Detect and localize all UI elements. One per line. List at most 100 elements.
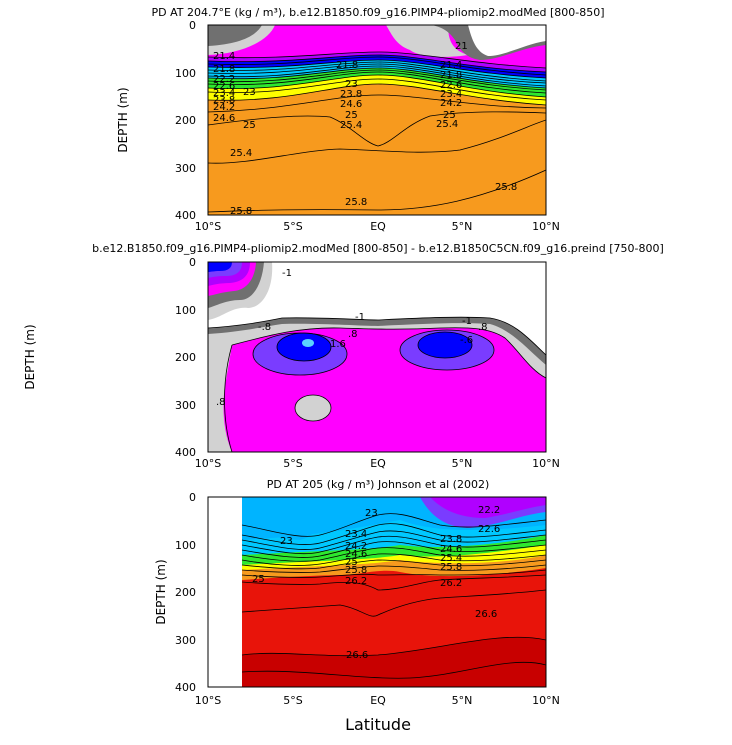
y-tick-label: 200 <box>175 586 196 599</box>
y-tick-label: 300 <box>175 399 196 412</box>
core-south-cyan <box>302 339 314 347</box>
panel-1: PD AT 204.7°E (kg / m³), b.e12.B1850.f09… <box>116 6 605 233</box>
panel-3-title: PD AT 205 (kg / m³) Johnson et al (2002) <box>267 478 490 491</box>
contour-label: 25.4 <box>440 553 462 564</box>
contour-label: 22.2 <box>478 505 500 516</box>
contour-label: 24.6 <box>345 549 367 560</box>
contour-label: 25 <box>345 557 358 568</box>
x-tick-label: 10°N <box>532 220 560 233</box>
panel-2-x-ticks: 10°S 5°S EQ 5°N 10°N <box>195 457 560 470</box>
y-tick-label: 200 <box>175 351 196 364</box>
panel-2-y-axis-label: DEPTH (m) <box>23 324 37 389</box>
contour-label: 21.4 <box>213 51 235 62</box>
contour-label: 23.4 <box>440 89 462 100</box>
contour-label: 25.8 <box>495 182 517 193</box>
y-tick-label: 0 <box>189 491 196 504</box>
x-tick-label: 5°S <box>283 220 302 233</box>
panel-1-y-ticks: 0 100 200 300 400 <box>175 19 196 222</box>
x-tick-label: 5°N <box>452 694 473 707</box>
panel-2-plot-area: -1 -.8 .8 1.6 -.6 -1 -1 .8 .8 <box>208 262 546 452</box>
contour-label: 21.4 <box>440 60 462 71</box>
contour-lines <box>208 51 546 213</box>
contour-label: 26.6 <box>346 650 368 661</box>
contour-label: 25.8 <box>230 206 252 217</box>
x-tick-label: EQ <box>370 457 386 470</box>
y-tick-label: 200 <box>175 114 196 127</box>
patch-gray-center <box>386 25 468 57</box>
x-tick-label: 5°S <box>283 457 302 470</box>
contour-label: 23 <box>365 508 378 519</box>
contour-label: 24.6 <box>440 544 462 555</box>
contour-label: 26.2 <box>440 578 462 589</box>
contour-label: 21.8 <box>336 60 358 71</box>
contour-label: 21.8 <box>440 70 462 81</box>
panel-1-y-axis-label: DEPTH (m) <box>116 87 130 152</box>
x-tick-label: 10°S <box>195 694 221 707</box>
contour-label: 1.6 <box>330 339 346 350</box>
contour-label: 23.8 <box>340 89 362 100</box>
panel-3-frame <box>207 496 547 688</box>
x-axis-label: Latitude <box>345 715 411 734</box>
contour-label: 26.6 <box>475 609 497 620</box>
contour-label: 25.4 <box>436 119 458 130</box>
contour-label: 24.2 <box>213 102 235 113</box>
contour-label: 23 <box>243 87 256 98</box>
y-tick-label: 300 <box>175 634 196 647</box>
contour-label: .8 <box>478 322 488 333</box>
contour-label: 25 <box>252 574 265 585</box>
x-tick-label: 10°S <box>195 457 221 470</box>
contour-label: 25 <box>345 110 358 121</box>
contour-label: .8 <box>348 329 358 340</box>
panel-3-y-axis-label: DEPTH (m) <box>154 559 168 624</box>
x-tick-label: 10°S <box>195 220 221 233</box>
contour-labels: 21.4 21 21.8 22.2 22.6 23 23.4 23.8 24.2… <box>213 41 517 217</box>
contour-label: 24.2 <box>345 541 367 552</box>
panel-1-plot-area: 21.4 21 21.8 22.2 22.6 23 23.4 23.8 24.2… <box>208 25 546 217</box>
contour-label: 24.6 <box>340 99 362 110</box>
contour-label: 23 <box>345 79 358 90</box>
contour-label: -.8 <box>258 322 271 333</box>
y-tick-label: 0 <box>189 256 196 269</box>
y-tick-label: 100 <box>175 304 196 317</box>
panel-2-frame <box>207 261 547 453</box>
x-tick-label: 5°N <box>452 457 473 470</box>
panel-3-y-ticks: 0 100 200 300 400 <box>175 491 196 694</box>
contour-label: -1 <box>462 316 472 327</box>
contour-label: -.6 <box>460 335 473 346</box>
patch-white-top-right <box>468 25 546 56</box>
contour-label: 25.8 <box>440 562 462 573</box>
y-tick-label: 100 <box>175 539 196 552</box>
patch-darkgray-top-left <box>208 25 262 46</box>
contour-label: 22.6 <box>440 80 462 91</box>
contour-labels: -1 -.8 .8 1.6 -.6 -1 -1 .8 .8 <box>216 268 488 408</box>
contour-lines <box>241 513 546 679</box>
contour-label: 24.2 <box>440 98 462 109</box>
contour-label: 22.6 <box>213 81 235 92</box>
contour-label: .8 <box>216 397 226 408</box>
contour-label: 22.6 <box>478 524 500 535</box>
contour-label: 21.8 <box>213 64 235 75</box>
contour-label: 25 <box>443 110 456 121</box>
panel-3-plot-area: 22.2 22.6 23 23 23.4 24.2 24.6 25 25.8 2… <box>208 497 546 687</box>
x-tick-label: 5°S <box>283 694 302 707</box>
panel-3-x-ticks: 10°S 5°S EQ 5°N 10°N <box>195 694 560 707</box>
panel-1-title: PD AT 204.7°E (kg / m³), b.e12.B1850.f09… <box>151 6 604 19</box>
panel-1-frame <box>207 24 547 216</box>
panel-3: PD AT 205 (kg / m³) Johnson et al (2002) <box>154 478 560 734</box>
contour-label: 24.6 <box>213 113 235 124</box>
contour-label: 23.4 <box>345 529 367 540</box>
panel-1-x-ticks: 10°S 5°S EQ 5°N 10°N <box>195 220 560 233</box>
x-tick-label: EQ <box>370 694 386 707</box>
y-tick-label: 100 <box>175 67 196 80</box>
contour-label: 25 <box>243 120 256 131</box>
core-south-blue <box>277 333 331 361</box>
contour-label: 23.8 <box>440 534 462 545</box>
contour-label: 26.2 <box>345 576 367 587</box>
contour-label: 23 <box>280 536 293 547</box>
contour-labels: 22.2 22.6 23 23 23.4 24.2 24.6 25 25.8 2… <box>252 505 500 661</box>
y-tick-label: 300 <box>175 162 196 175</box>
contour-label: -1 <box>355 312 365 323</box>
contour-label: 22.2 <box>213 74 235 85</box>
x-tick-label: 10°N <box>532 457 560 470</box>
core-north-blue <box>418 332 472 358</box>
